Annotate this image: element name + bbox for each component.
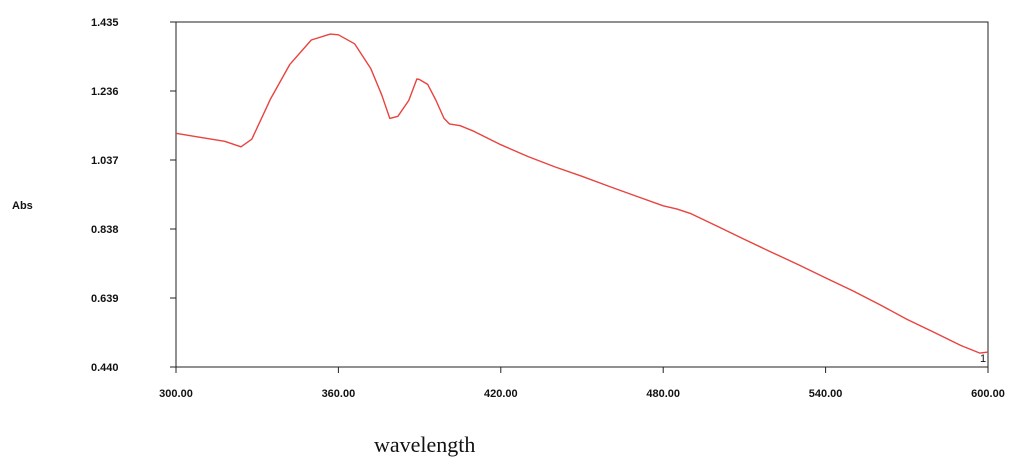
- plot-frame: [176, 22, 988, 367]
- x-tick-label: 540.00: [809, 388, 843, 400]
- x-tick-label: 300.00: [159, 388, 193, 400]
- y-tick-label: 0.838: [91, 224, 119, 236]
- series-label: 1: [980, 353, 986, 365]
- x-axis-ticks: 300.00 360.00 420.00 480.00 540.00 600.00: [159, 367, 1005, 400]
- y-tick-label: 0.440: [91, 362, 119, 374]
- y-axis-ticks: 1.435 1.236 1.037 0.838 0.639 0.440: [91, 17, 176, 374]
- y-tick-label: 1.236: [91, 86, 119, 98]
- y-tick-label: 0.639: [91, 293, 119, 305]
- y-tick-label: 1.037: [91, 155, 119, 167]
- x-axis-label: wavelength: [374, 432, 475, 457]
- x-tick-label: 360.00: [322, 388, 356, 400]
- series-line: [176, 34, 988, 353]
- y-tick-label: 1.435: [91, 17, 119, 29]
- x-tick-label: 480.00: [646, 388, 680, 400]
- x-tick-label: 600.00: [971, 388, 1005, 400]
- y-axis-label: Abs: [12, 200, 33, 212]
- series-layer: 1: [176, 34, 988, 365]
- x-tick-label: 420.00: [484, 388, 518, 400]
